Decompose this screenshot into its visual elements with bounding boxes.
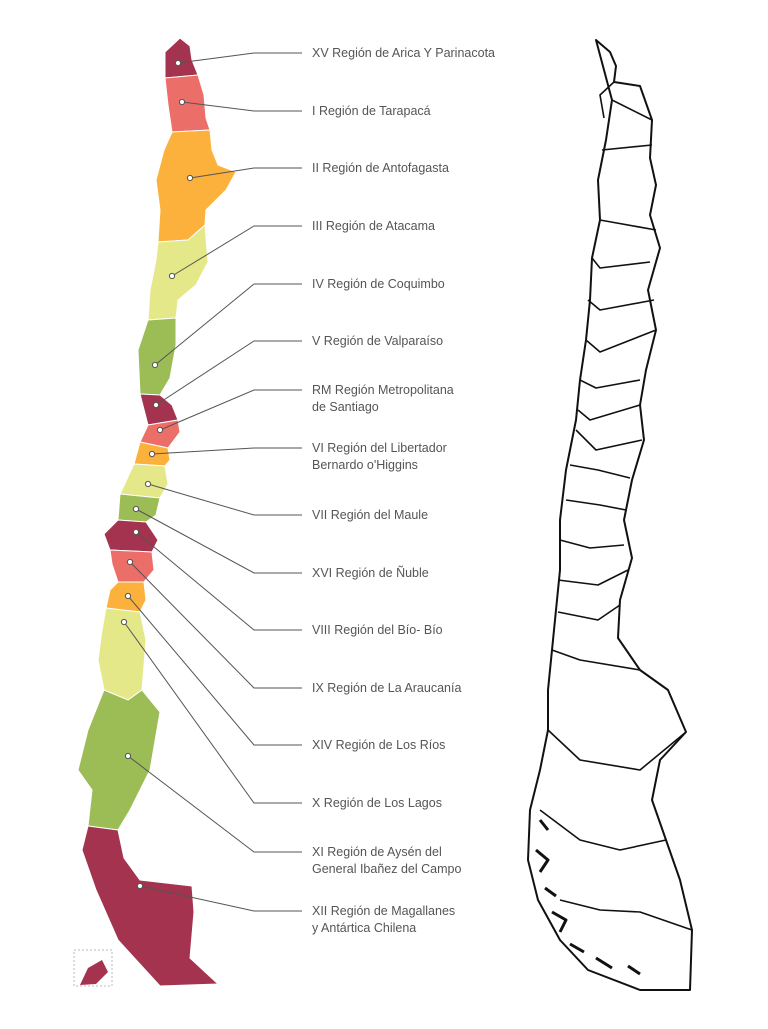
region-label-xii: XII Región de Magallanes y Antártica Chil… — [312, 903, 455, 937]
region-shape-ix — [109, 549, 155, 583]
region-shape-rm — [139, 419, 181, 449]
region-marker-xii — [136, 882, 144, 890]
region-label-line: General Ibañez del Campo — [312, 862, 462, 876]
leader-line-v — [155, 340, 302, 406]
region-label-ix: IX Región de La Araucanía — [312, 680, 461, 697]
leader-line-iv — [154, 283, 302, 366]
region-label-xvi: XVI Región de Ñuble — [312, 565, 429, 582]
region-label-vii: VII Región del Maule — [312, 507, 428, 524]
leader-line-xii — [139, 885, 302, 912]
region-label-line: XI Región de Aysén del — [312, 845, 442, 859]
region-marker-xv — [174, 59, 182, 67]
leader-line-i — [181, 101, 302, 112]
region-label-x: X Región de Los Lagos — [312, 795, 442, 812]
region-label-xv: XV Región de Arica Y Parinacota — [312, 45, 495, 62]
leader-line-xvi — [135, 508, 302, 574]
region-marker-iii — [168, 272, 176, 280]
leader-line-rm — [159, 389, 302, 431]
outline-country-border — [527, 39, 693, 991]
region-shape-i — [164, 74, 211, 133]
leader-line-ii — [189, 167, 302, 179]
region-marker-xi — [124, 752, 132, 760]
leader-line-viii — [135, 531, 302, 631]
region-shape-v — [139, 393, 179, 426]
outline-island-fragments — [535, 819, 641, 976]
region-label-line: IV Región de Coquimbo — [312, 277, 445, 291]
region-marker-i — [178, 98, 186, 106]
region-label-line: III Región de Atacama — [312, 219, 435, 233]
leader-line-vii — [147, 483, 302, 516]
region-shape-ii — [155, 129, 237, 243]
region-label-line: XIV Región de Los Ríos — [312, 738, 446, 752]
region-label-line: VII Región del Maule — [312, 508, 429, 522]
antarctic-inset-frame — [73, 949, 113, 987]
region-marker-iv — [151, 361, 159, 369]
region-marker-viii — [132, 528, 140, 536]
region-shape-xi — [77, 689, 161, 831]
region-label-line: de Santiago — [312, 400, 379, 414]
region-label-line: VI Región del Libertador — [312, 441, 447, 455]
region-marker-v — [152, 401, 160, 409]
leader-line-x — [123, 621, 302, 804]
region-label-line: XII Región de Magallanes — [312, 904, 456, 918]
region-label-line: I Región de Tarapacá — [312, 104, 431, 118]
inset-territory — [80, 960, 108, 985]
region-label-line: II Región de Antofagasta — [312, 161, 449, 175]
region-label-iv: IV Región de Coquimbo — [312, 276, 445, 293]
region-label-i: I Región de Tarapacá — [312, 103, 431, 120]
region-label-line: V Región de Valparaíso — [312, 334, 444, 348]
region-label-viii: VIII Región del Bío- Bío — [312, 622, 443, 639]
leader-lines — [120, 52, 302, 912]
region-marker-vi — [148, 450, 156, 458]
leader-line-xiv — [127, 595, 302, 746]
colored-region-map — [73, 37, 237, 987]
region-label-xi: XI Región de Aysén del General Ibañez del… — [312, 844, 461, 878]
outline-region-map — [527, 39, 693, 991]
region-label-line: XV Región de Arica Y Parinacota — [312, 46, 495, 60]
leader-line-vi — [151, 447, 302, 455]
region-marker-ii — [186, 174, 194, 182]
leader-line-iii — [171, 225, 302, 277]
region-label-line: y Antártica Chilena — [312, 921, 417, 935]
outline-region-borders — [539, 81, 693, 931]
region-label-iii: III Región de Atacama — [312, 218, 435, 235]
region-marker-x — [120, 618, 128, 626]
leader-line-xv — [177, 52, 302, 64]
region-shape-xv — [164, 37, 199, 79]
region-shape-vii — [119, 463, 169, 499]
region-marker-rm — [156, 426, 164, 434]
region-marker-xiv — [124, 592, 132, 600]
region-label-line: VIII Región del Bío- Bío — [312, 623, 443, 637]
region-marker-xvi — [132, 505, 140, 513]
region-label-line: XVI Región de Ñuble — [312, 566, 429, 580]
leader-line-xi — [127, 755, 302, 853]
region-label-ii: II Región de Antofagasta — [312, 160, 449, 177]
region-label-line: Bernardo o'Higgins — [312, 458, 418, 472]
region-shape-iv — [137, 317, 177, 396]
region-shape-xvi — [117, 493, 161, 523]
region-label-rm: RM Región Metropolitana de Santiago — [312, 382, 454, 416]
region-label-vi: VI Región del Libertador Bernardo o'Higgi… — [312, 440, 447, 474]
region-marker-ix — [126, 558, 134, 566]
region-label-line: RM Región Metropolitana — [312, 383, 454, 397]
region-shape-xii — [81, 825, 220, 987]
leader-line-ix — [129, 561, 302, 689]
region-label-v: V Región de Valparaíso — [312, 333, 443, 350]
region-label-line: X Región de Los Lagos — [312, 796, 442, 810]
region-marker-vii — [144, 480, 152, 488]
region-shape-viii — [103, 519, 159, 553]
region-label-xiv: XIV Región de Los Ríos — [312, 737, 445, 754]
region-label-line: IX Región de La Araucanía — [312, 681, 462, 695]
